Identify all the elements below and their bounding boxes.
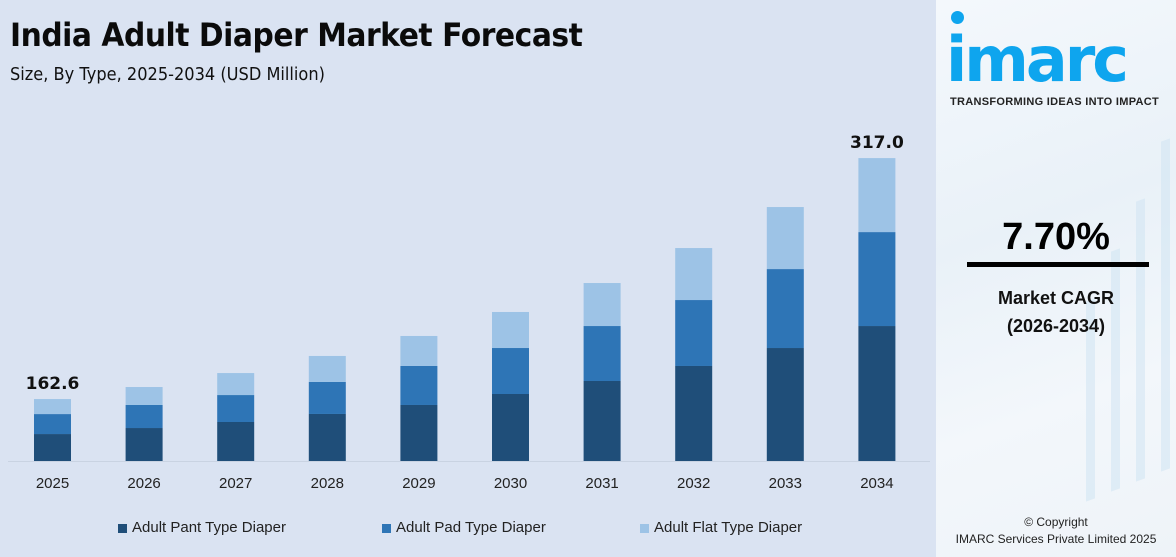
bar-segment-2028-flat (308, 355, 346, 382)
bar-segment-2025-pad (34, 414, 71, 435)
legend-swatch (118, 523, 127, 533)
x-tick-label: 2033 (769, 475, 802, 492)
legend-swatch (382, 523, 391, 533)
x-tick-label: 2028 (311, 475, 344, 492)
copyright: © Copyright IMARC Services Private Limit… (936, 514, 1176, 548)
bar-segment-2031-pant (583, 380, 621, 461)
sidebar-panel: imarc TRANSFORMING IDEAS INTO IMPACT 7.7… (936, 0, 1176, 557)
bar-segment-2025-pant (34, 434, 71, 461)
bar-segment-2029-pant (400, 404, 438, 461)
bar-segment-2031-flat (583, 283, 621, 327)
bar-segment-2033-pad (766, 269, 804, 349)
logo-dot (951, 11, 964, 24)
x-tick-label: 2032 (677, 475, 710, 492)
cagr-label-text: Market CAGR (997, 288, 1115, 308)
bar-segment-2027-pant (217, 422, 255, 461)
x-tick-label: 2027 (219, 475, 252, 492)
legend-label: Adult Pant Type Diaper (132, 519, 286, 536)
x-tick-label: 2030 (494, 475, 527, 492)
bar-segment-2030-pant (492, 393, 529, 461)
bar-segment-2025-flat (34, 399, 71, 415)
legend-item-flat: Adult Flat Type Diaper (640, 519, 802, 537)
bar-segment-2034-flat (858, 158, 896, 233)
bar-segment-2031-pad (583, 326, 621, 381)
x-tick-label: 2025 (36, 475, 69, 492)
bar-segment-2026-flat (125, 387, 163, 405)
legend-item-pad: Adult Pad Type Diaper (382, 519, 546, 537)
bar-segment-2034-pant (858, 326, 896, 461)
copyright-line: © Copyright (1024, 515, 1088, 529)
bar-segment-2032-pad (675, 300, 713, 366)
copyright-line: IMARC Services Private Limited 2025 (955, 532, 1157, 546)
chart-subtitle: Size, By Type, 2025-2034 (USD Million) (10, 64, 325, 85)
bar-segment-2026-pant (125, 428, 163, 461)
bar-segment-2032-flat (675, 248, 713, 301)
stacked-bar-chart: 2025 2026 2027 2028 2029 2030 2031 2032 2033 2034… (8, 133, 930, 492)
data-label-total: 317.0 (850, 133, 904, 153)
bar-segment-2026-pad (125, 404, 163, 429)
bar-segment-2033-pant (766, 348, 804, 461)
data-label-total: 162.6 (26, 374, 80, 394)
legend-swatch (640, 523, 649, 533)
cagr-period: (2026-2034) (1006, 316, 1106, 336)
x-tick-label: 2029 (402, 475, 435, 492)
x-tick-label: 2026 (127, 475, 160, 492)
divider (967, 262, 1149, 267)
legend-item-pant: Adult Pant Type Diaper (118, 519, 286, 537)
bar-segment-2028-pant (308, 413, 346, 461)
x-tick-label: 2034 (860, 475, 893, 492)
cagr-value: 7.70% (1002, 216, 1110, 258)
cagr-label: Market CAGR (2026-2034) (936, 284, 1176, 340)
legend-label: Adult Flat Type Diaper (654, 519, 803, 536)
bar-segment-2029-pad (400, 365, 438, 405)
bar-segment-2029-flat (400, 335, 438, 366)
logo-tagline: TRANSFORMING IDEAS INTO IMPACT (950, 96, 1160, 108)
bar-segment-2027-pad (217, 395, 255, 423)
bar-segment-2028-pad (308, 381, 346, 414)
bar-segment-2034-pad (858, 232, 896, 327)
chart-panel: India Adult Diaper Market Forecast Size,… (8, 16, 930, 537)
bar-segment-2033-flat (766, 207, 804, 270)
x-tick-label: 2031 (585, 475, 618, 492)
bar-segment-2027-flat (217, 373, 255, 396)
bar-segment-2030-pad (492, 348, 529, 394)
chart-title: India Adult Diaper Market Forecast (10, 16, 583, 54)
imarc-logo: imarc (946, 30, 1127, 90)
bar-segment-2032-pant (675, 365, 713, 461)
legend-label: Adult Pad Type Diaper (396, 519, 546, 536)
bar-segment-2030-flat (492, 311, 529, 349)
